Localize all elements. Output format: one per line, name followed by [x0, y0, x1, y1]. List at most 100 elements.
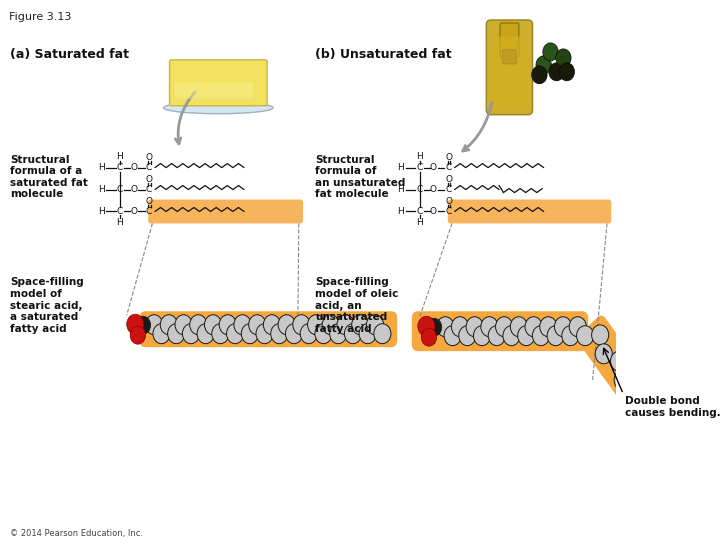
Circle shape	[577, 326, 594, 346]
FancyBboxPatch shape	[169, 60, 267, 106]
Circle shape	[503, 326, 520, 346]
Circle shape	[531, 66, 547, 84]
Text: Structural
formula of a
saturated fat
molecule: Structural formula of a saturated fat mo…	[10, 154, 88, 199]
Text: H: H	[397, 207, 404, 216]
Text: O: O	[445, 175, 452, 184]
Circle shape	[359, 323, 377, 343]
Text: C: C	[146, 207, 152, 216]
FancyBboxPatch shape	[500, 23, 519, 57]
Circle shape	[197, 323, 215, 343]
FancyBboxPatch shape	[140, 311, 397, 347]
Circle shape	[127, 314, 144, 334]
Circle shape	[234, 315, 251, 335]
Circle shape	[190, 315, 207, 335]
Text: H: H	[416, 218, 423, 227]
Text: Space-filling
model of
stearic acid,
a saturated
fatty acid: Space-filling model of stearic acid, a s…	[10, 278, 84, 334]
Circle shape	[161, 315, 177, 335]
FancyBboxPatch shape	[175, 83, 253, 99]
Circle shape	[418, 316, 435, 336]
Circle shape	[153, 323, 170, 343]
Text: H: H	[117, 218, 123, 227]
Text: H: H	[117, 152, 123, 161]
Circle shape	[135, 316, 150, 334]
Circle shape	[481, 317, 498, 336]
Circle shape	[549, 63, 564, 81]
Text: O: O	[130, 163, 137, 172]
Text: O: O	[445, 197, 452, 206]
Text: O: O	[145, 175, 153, 184]
Circle shape	[293, 315, 310, 335]
Circle shape	[532, 326, 549, 346]
Circle shape	[547, 326, 564, 346]
Text: O: O	[145, 153, 153, 162]
Circle shape	[540, 317, 557, 336]
FancyBboxPatch shape	[448, 199, 611, 224]
Circle shape	[554, 317, 572, 336]
Text: C: C	[416, 163, 423, 172]
Circle shape	[488, 326, 505, 346]
Circle shape	[649, 404, 665, 424]
Circle shape	[271, 323, 288, 343]
Text: O: O	[430, 163, 437, 172]
Circle shape	[300, 323, 318, 343]
FancyBboxPatch shape	[577, 315, 703, 481]
Circle shape	[614, 370, 631, 390]
Circle shape	[570, 317, 586, 336]
Text: O: O	[430, 185, 437, 194]
Circle shape	[323, 315, 339, 335]
Circle shape	[474, 326, 490, 346]
Circle shape	[366, 315, 384, 335]
Circle shape	[595, 344, 612, 364]
Circle shape	[652, 423, 669, 443]
Circle shape	[495, 317, 513, 336]
Text: H: H	[397, 163, 404, 172]
Circle shape	[241, 323, 258, 343]
Text: O: O	[130, 207, 137, 216]
Circle shape	[633, 396, 650, 416]
Circle shape	[130, 326, 145, 344]
Circle shape	[510, 317, 528, 336]
Ellipse shape	[163, 102, 273, 114]
Text: © 2014 Pearson Education, Inc.: © 2014 Pearson Education, Inc.	[10, 529, 143, 538]
Circle shape	[227, 323, 243, 343]
Circle shape	[204, 315, 222, 335]
Text: (a) Saturated fat: (a) Saturated fat	[10, 48, 130, 61]
Circle shape	[451, 317, 469, 336]
Circle shape	[285, 323, 302, 343]
Text: C: C	[117, 163, 123, 172]
Text: C: C	[416, 207, 423, 216]
Text: O: O	[145, 197, 153, 206]
Circle shape	[212, 323, 229, 343]
Text: Double bond
causes bending.: Double bond causes bending.	[625, 396, 720, 418]
Circle shape	[611, 351, 628, 371]
Circle shape	[219, 315, 236, 335]
Circle shape	[559, 63, 575, 81]
Text: O: O	[130, 185, 137, 194]
FancyBboxPatch shape	[503, 50, 516, 64]
Circle shape	[426, 318, 442, 336]
Circle shape	[256, 323, 273, 343]
Circle shape	[536, 56, 552, 74]
Circle shape	[421, 328, 436, 346]
Circle shape	[307, 315, 325, 335]
Text: H: H	[98, 163, 104, 172]
Circle shape	[518, 326, 535, 346]
Text: C: C	[146, 185, 152, 194]
Circle shape	[444, 326, 461, 346]
FancyBboxPatch shape	[486, 20, 533, 114]
Text: C: C	[117, 185, 123, 194]
Text: (b) Unsaturated fat: (b) Unsaturated fat	[315, 48, 451, 61]
Text: H: H	[98, 207, 104, 216]
Text: C: C	[416, 185, 423, 194]
Text: H: H	[416, 152, 423, 161]
Text: H: H	[397, 185, 404, 194]
Text: C: C	[446, 163, 451, 172]
Circle shape	[374, 323, 391, 343]
Text: O: O	[430, 207, 437, 216]
Text: O: O	[445, 153, 452, 162]
Circle shape	[145, 315, 163, 335]
Text: Structural
formula of
an unsaturated
fat molecule: Structural formula of an unsaturated fat…	[315, 154, 405, 199]
Circle shape	[556, 49, 571, 67]
Circle shape	[264, 315, 281, 335]
Circle shape	[466, 317, 483, 336]
